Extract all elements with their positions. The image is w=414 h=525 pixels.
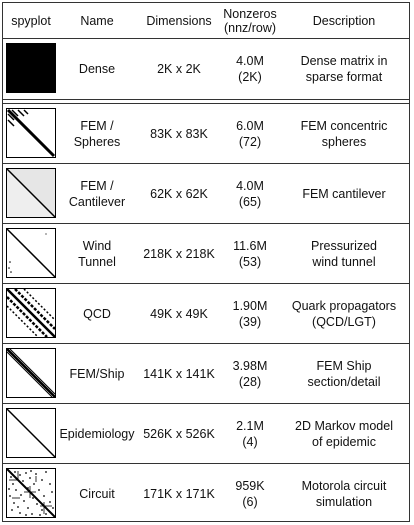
row-dimensions: 218K x 218K xyxy=(143,246,215,261)
row-name: Circuit xyxy=(79,486,115,501)
header-name: Name xyxy=(80,13,114,28)
fem-ship-spy-icon xyxy=(6,348,56,398)
fem-cantilever-spy-icon xyxy=(6,168,56,218)
dense-spy-icon xyxy=(6,43,56,93)
row-nonzeros: 4.0M (2K) xyxy=(236,53,264,84)
row-description: 2D Markov model of epidemic xyxy=(295,418,393,449)
matrix-table: spyplot Name Dimensions Nonzeros (nnz/ro… xyxy=(2,2,410,522)
table-row: Circuit 171K x 171K 959K (6) Motorola ci… xyxy=(3,464,409,523)
row-description: FEM cantilever xyxy=(302,186,386,201)
row-description: FEM concentric spheres xyxy=(300,118,388,149)
row-name: Wind Tunnel xyxy=(78,238,116,269)
section-divider xyxy=(3,99,409,100)
row-name: FEM/Ship xyxy=(69,366,125,381)
table-row: FEM/Ship 141K x 141K 3.98M (28) FEM Ship… xyxy=(3,344,409,403)
row-description: FEM Ship section/detail xyxy=(307,358,381,389)
row-name: FEM / Spheres xyxy=(73,118,121,149)
wind-tunnel-spy-icon xyxy=(6,228,56,278)
row-name: Dense xyxy=(78,61,116,76)
table-row: FEM / Cantilever 62K x 62K 4.0M (65) FEM… xyxy=(3,164,409,223)
row-divider xyxy=(3,403,409,404)
row-dimensions: 2K x 2K xyxy=(157,61,201,76)
row-dimensions: 83K x 83K xyxy=(150,126,208,141)
epidemiology-spy-icon xyxy=(6,408,56,458)
row-dimensions: 49K x 49K xyxy=(150,306,208,321)
circuit-spy-icon xyxy=(6,468,56,518)
header-divider xyxy=(3,38,409,39)
table-row: Wind Tunnel 218K x 218K 11.6M (53) Press… xyxy=(3,224,409,283)
row-nonzeros: 4.0M (65) xyxy=(236,178,264,209)
row-nonzeros: 11.6M (53) xyxy=(233,238,267,269)
row-nonzeros: 1.90M (39) xyxy=(232,298,268,329)
row-nonzeros: 3.98M (28) xyxy=(232,358,268,389)
table-row: Epidemiology 526K x 526K 2.1M (4) 2D Mar… xyxy=(3,404,409,463)
row-nonzeros: 6.0M (72) xyxy=(236,118,264,149)
row-dimensions: 141K x 141K xyxy=(143,366,215,381)
row-name: FEM / Cantilever xyxy=(68,178,126,209)
row-divider xyxy=(3,223,409,224)
row-nonzeros: 2.1M (4) xyxy=(236,418,264,449)
row-divider xyxy=(3,463,409,464)
table-row: QCD 49K x 49K 1.90M (39) Quark propagato… xyxy=(3,284,409,343)
row-divider xyxy=(3,163,409,164)
header-dimensions: Dimensions xyxy=(146,13,212,28)
fem-spheres-spy-icon xyxy=(6,108,56,158)
row-description: Quark propagators (QCD/LGT) xyxy=(291,298,397,329)
qcd-spy-icon xyxy=(6,288,56,338)
row-dimensions: 526K x 526K xyxy=(143,426,215,441)
header-spyplot: spyplot xyxy=(11,13,51,28)
row-dimensions: 62K x 62K xyxy=(150,186,208,201)
table-row: Dense 2K x 2K 4.0M (2K) Dense matrix in … xyxy=(3,39,409,98)
row-description: Pressurized wind tunnel xyxy=(311,238,377,269)
row-name: QCD xyxy=(83,306,111,321)
row-name: Epidemiology xyxy=(59,426,135,441)
row-divider xyxy=(3,283,409,284)
row-dimensions: 171K x 171K xyxy=(143,486,215,501)
row-description: Motorola circuit simulation xyxy=(301,478,387,509)
table-row: FEM / Spheres 83K x 83K 6.0M (72) FEM co… xyxy=(3,104,409,163)
header-description: Description xyxy=(312,13,376,28)
section-divider xyxy=(3,103,409,104)
row-description: Dense matrix in sparse format xyxy=(300,53,388,84)
row-divider xyxy=(3,343,409,344)
header-nonzeros: Nonzeros (nnz/row) xyxy=(223,6,277,35)
row-nonzeros: 959K (6) xyxy=(235,478,265,509)
table-header: spyplot Name Dimensions Nonzeros (nnz/ro… xyxy=(3,3,409,38)
